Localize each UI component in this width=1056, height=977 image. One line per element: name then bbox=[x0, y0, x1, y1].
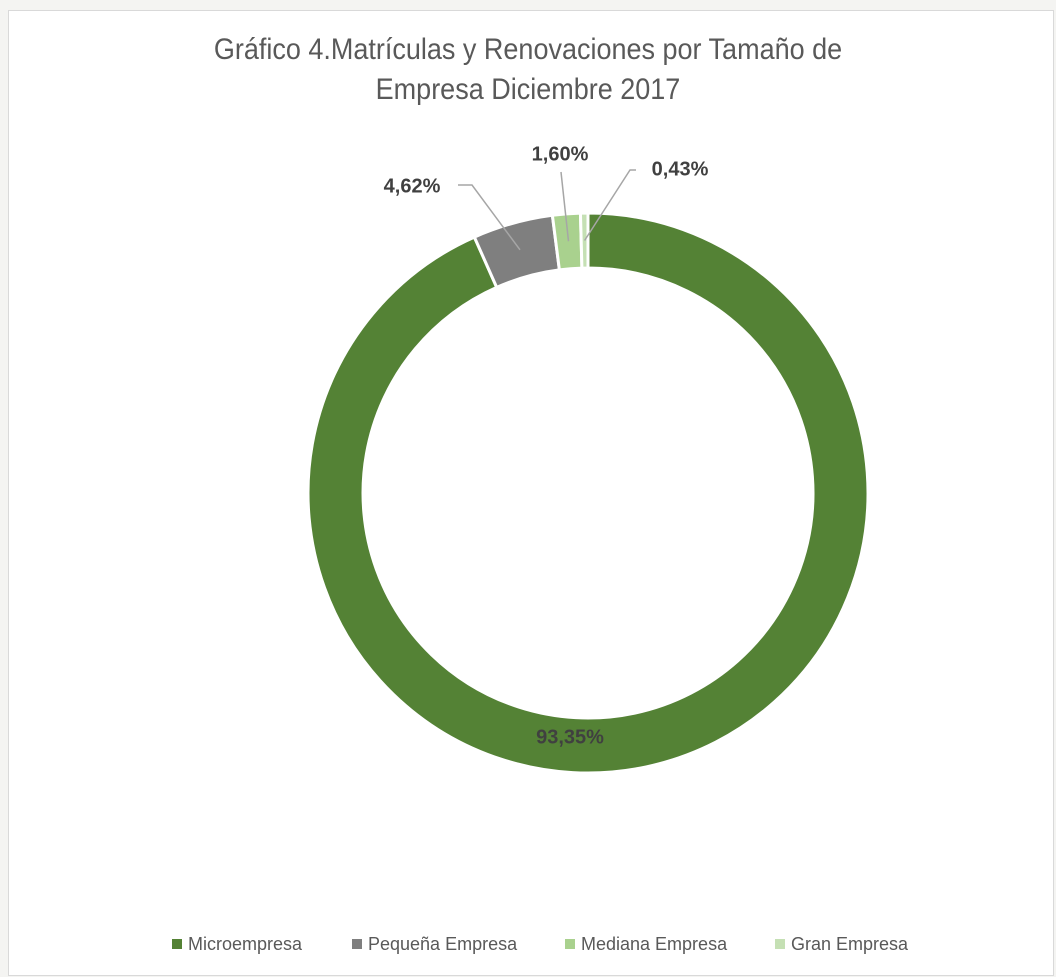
leader-line bbox=[560, 171, 570, 242]
data-label: 0,43% bbox=[652, 158, 709, 180]
donut-slice bbox=[306, 211, 870, 775]
chart-title: Gráfico 4.Matrículas y Renovaciones por … bbox=[213, 33, 843, 106]
legend-swatch bbox=[775, 939, 785, 949]
chart-frame bbox=[8, 10, 1054, 976]
legend-label: Mediana Empresa bbox=[581, 934, 728, 954]
data-label: 4,62% bbox=[384, 175, 441, 197]
legend-swatch bbox=[565, 939, 575, 949]
data-label: 1,60% bbox=[532, 143, 589, 165]
leader-line bbox=[458, 184, 521, 251]
legend-swatch bbox=[352, 939, 362, 949]
legend-label: Pequeña Empresa bbox=[368, 934, 518, 954]
title-box: Gráfico 4.Matrículas y Renovaciones por … bbox=[0, 30, 1056, 110]
legend-label: Gran Empresa bbox=[791, 934, 909, 954]
donut-slice bbox=[578, 211, 590, 270]
legend-label: Microempresa bbox=[188, 934, 303, 954]
data-label: 93,35% bbox=[536, 726, 604, 748]
leader-line bbox=[583, 169, 636, 241]
donut-slice bbox=[550, 211, 584, 272]
legend-swatch bbox=[172, 939, 182, 949]
